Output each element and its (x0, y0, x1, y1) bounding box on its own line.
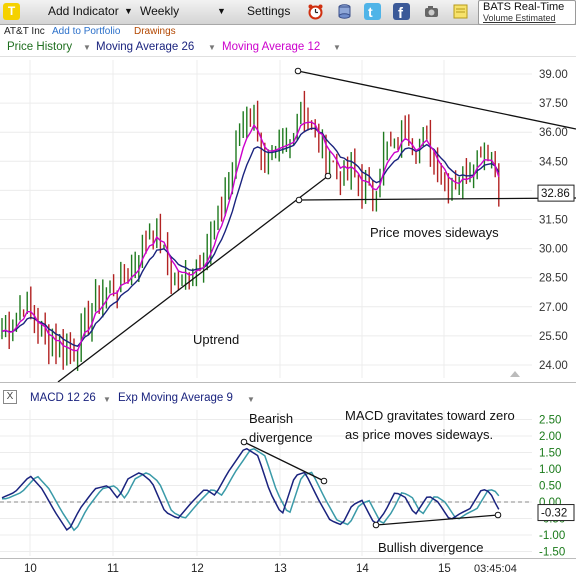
realtime-subtitle: Volume Estimated (483, 13, 556, 23)
app-logo-icon[interactable]: T (3, 3, 20, 20)
macd-tick-label: 2.50 (539, 415, 561, 427)
bullish-divergence-line (375, 514, 499, 526)
price-tick-label: 28.50 (539, 273, 568, 285)
time-tick-label: 12 (191, 563, 204, 575)
price-tick-label: 36.00 (539, 127, 568, 139)
drawings-link[interactable]: Drawings (134, 26, 176, 37)
legend-price-dropdown-icon[interactable]: ▼ (83, 43, 91, 52)
bullish-annotation: Bullish divergence (378, 540, 484, 555)
add-to-portfolio-link[interactable]: Add to Portfolio (52, 26, 121, 37)
legend-macd[interactable]: MACD 12 26 (30, 392, 96, 404)
legend-signal-dropdown-icon[interactable]: ▼ (247, 395, 255, 404)
facebook-icon[interactable]: f (393, 3, 410, 22)
time-tick-label: 14 (356, 563, 369, 575)
price-tick-label: 37.50 (539, 98, 568, 110)
uptrend-handle[interactable] (324, 172, 332, 180)
alarm-clock-icon[interactable] (307, 3, 324, 20)
price-tick-label: 30.00 (539, 244, 568, 256)
sticky-note-icon[interactable] (452, 3, 469, 20)
last-macd-box (537, 504, 575, 522)
chart-legend: Price History ▼ Moving Average 26 ▼ Movi… (0, 39, 576, 57)
ma12-line (1, 121, 500, 352)
bearish-divergence-line (243, 441, 325, 482)
price-tick-label: 33.00 (539, 185, 568, 197)
time-tick-label: 15 (438, 563, 451, 575)
toolbar: T Add Indicator ▼ Weekly ▼ Settings t f … (0, 0, 576, 25)
last-price-value: 32.86 (541, 188, 570, 200)
macd-tick-label: 0.00 (539, 497, 561, 509)
svg-text:t: t (368, 4, 373, 20)
resistance-handle[interactable] (294, 67, 302, 75)
last-price-box (537, 184, 575, 202)
support-line (298, 197, 576, 201)
time-tick-label: 11 (107, 563, 119, 575)
add-indicator-menu[interactable]: Add Indicator (48, 4, 119, 18)
time-readout: 03:45:04 (474, 563, 517, 575)
camera-icon[interactable] (423, 3, 440, 20)
macd-note-annotation: MACD gravitates toward zero as price mov… (345, 408, 518, 442)
legend-signal[interactable]: Exp Moving Average 9 (118, 392, 233, 404)
price-tick-label: 39.00 (539, 69, 568, 81)
price-tick-label: 24.00 (539, 360, 568, 372)
macd-tick-label: 1.50 (539, 448, 561, 460)
macd-tick-label: -0.50 (539, 514, 565, 526)
macd-close-button[interactable]: X (3, 390, 17, 404)
last-macd-value: -0.32 (541, 508, 567, 520)
macd-line (1, 447, 500, 531)
time-tick-label: 10 (24, 563, 37, 575)
support-handle[interactable] (295, 196, 303, 204)
price-panel-collapse-icon[interactable] (510, 371, 520, 377)
twitter-icon[interactable]: t (364, 3, 381, 20)
macd-tick-label: 2.00 (539, 431, 561, 443)
period-dropdown-icon[interactable]: ▼ (217, 6, 226, 16)
price-tick-label: 31.50 (539, 215, 568, 227)
uptrend-annotation: Uptrend (193, 332, 239, 347)
time-tick-label: 13 (274, 563, 287, 575)
bearish-annotation: Bearish divergence (249, 411, 313, 445)
bullish-handle-end[interactable] (494, 511, 502, 519)
ma26-line (1, 127, 500, 347)
legend-ma26-dropdown-icon[interactable]: ▼ (208, 43, 216, 52)
bullish-handle-start[interactable] (372, 521, 380, 529)
macd-signal-line (2, 447, 500, 532)
price-tick-label: 25.50 (539, 331, 568, 343)
period-menu[interactable]: Weekly (140, 4, 180, 18)
resistance-line (297, 70, 576, 130)
add-indicator-dropdown-icon[interactable]: ▼ (124, 6, 133, 16)
database-icon[interactable] (336, 3, 353, 20)
company-name: AT&T Inc (4, 26, 45, 37)
macd-tick-label: 1.00 (539, 464, 561, 476)
svg-text:f: f (398, 5, 404, 20)
legend-ma12-dropdown-icon[interactable]: ▼ (333, 43, 341, 52)
macd-tick-label: -1.50 (539, 547, 565, 559)
sideways-annotation: Price moves sideways (370, 225, 499, 240)
bearish-handle-end[interactable] (320, 477, 328, 485)
bearish-handle-start[interactable] (240, 438, 248, 446)
realtime-badge: BATS Real-Time Volume Estimated (478, 0, 576, 25)
realtime-title: BATS Real-Time (483, 1, 565, 13)
legend-ma12[interactable]: Moving Average 12 (222, 41, 321, 53)
settings-menu[interactable]: Settings (247, 4, 291, 18)
macd-tick-label: 0.50 (539, 481, 561, 493)
price-tick-label: 34.50 (539, 156, 568, 168)
legend-price-history[interactable]: Price History (7, 41, 73, 53)
company-header: AT&T Inc Add to Portfolio Drawings (0, 24, 576, 39)
macd-tick-label: -1.00 (539, 530, 565, 542)
legend-macd-dropdown-icon[interactable]: ▼ (103, 395, 111, 404)
price-tick-label: 27.00 (539, 302, 568, 314)
legend-ma26[interactable]: Moving Average 26 (96, 41, 195, 53)
uptrend-line (57, 175, 329, 383)
